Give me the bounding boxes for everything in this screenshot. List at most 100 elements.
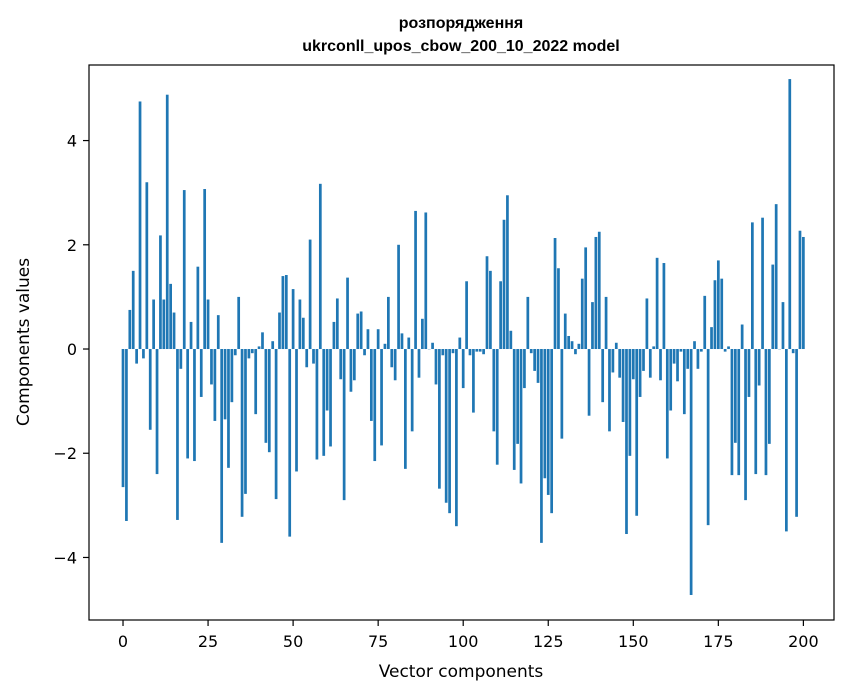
bar-31 [227, 349, 230, 468]
bar-99 [458, 337, 462, 350]
bar-42 [264, 349, 268, 443]
bar-129 [560, 349, 564, 439]
x-tick-label: 25 [198, 632, 218, 651]
chart-title-line2: ukrconll_upos_cbow_200_10_2022 model [302, 38, 619, 55]
bar-194 [781, 302, 785, 350]
bar-197 [791, 349, 795, 354]
bar-30 [223, 349, 227, 420]
bar-192 [774, 204, 778, 350]
bar-195 [785, 349, 788, 532]
bar-76 [380, 349, 383, 446]
bar-159 [662, 263, 666, 350]
bar-7 [145, 182, 149, 350]
bar-75 [376, 329, 380, 350]
bar-187 [757, 349, 761, 386]
bar-119 [526, 296, 530, 350]
bar-68 [352, 349, 356, 381]
bar-136 [584, 247, 588, 350]
bar-180 [733, 349, 737, 443]
x-axis-ticks: 0 25 50 75 100 125 150 175 200 [118, 620, 819, 651]
bar-36 [244, 349, 247, 494]
x-tick-label: 175 [703, 632, 734, 651]
bar-172 [706, 349, 710, 526]
bar-157 [655, 257, 659, 350]
bar-121 [533, 349, 536, 371]
bar-58 [318, 183, 322, 350]
bar-173 [710, 327, 713, 350]
bar-26 [210, 349, 213, 385]
bar-126 [550, 349, 554, 514]
y-tick-label: 2 [67, 236, 77, 255]
bar-128 [557, 268, 560, 350]
bar-35 [240, 349, 244, 517]
bar-73 [369, 349, 373, 421]
bar-170 [699, 349, 703, 352]
bar-108 [489, 270, 492, 350]
bar-160 [665, 349, 669, 459]
bar-122 [536, 349, 540, 383]
bar-196 [788, 79, 792, 350]
bar-120 [529, 349, 533, 354]
bar-82 [400, 333, 404, 350]
bar-69 [356, 313, 360, 350]
bar-200 [802, 236, 805, 350]
bar-8 [148, 349, 152, 430]
bar-49 [288, 349, 292, 537]
bars-group [121, 79, 805, 595]
bar-88 [421, 318, 424, 350]
plot-frame [88, 64, 835, 621]
bar-28 [216, 315, 220, 350]
bar-53 [301, 317, 305, 350]
bar-92 [434, 349, 438, 385]
x-tick-label: 75 [368, 632, 388, 651]
bar-54 [305, 349, 309, 368]
bar-5 [138, 101, 142, 350]
bar-1 [125, 349, 128, 521]
bar-16 [176, 349, 179, 520]
bar-137 [587, 349, 591, 416]
x-tick-label: 0 [118, 632, 128, 651]
bar-86 [414, 210, 417, 350]
bar-38 [250, 349, 254, 354]
bar-102 [468, 349, 472, 356]
bar-12 [162, 299, 166, 350]
bar-176 [720, 278, 724, 350]
bar-139 [594, 236, 598, 350]
bar-186 [754, 349, 758, 475]
bar-153 [642, 349, 645, 371]
bar-80 [393, 349, 397, 381]
x-tick-label: 50 [283, 632, 303, 651]
bar-61 [329, 349, 332, 447]
bar-39 [254, 349, 258, 415]
bar-146 [618, 349, 622, 378]
bar-66 [346, 277, 349, 350]
bar-84 [407, 337, 411, 350]
bar-43 [267, 349, 271, 453]
bar-124 [543, 349, 547, 479]
bar-51 [295, 349, 298, 472]
bar-164 [679, 349, 683, 352]
bar-33 [233, 349, 237, 356]
bar-89 [424, 212, 428, 350]
bar-103 [472, 349, 475, 413]
bar-130 [563, 313, 567, 350]
bar-179 [730, 349, 734, 476]
bar-158 [659, 349, 662, 381]
bar-47 [281, 276, 285, 350]
bar-152 [638, 349, 642, 397]
bar-168 [693, 341, 696, 350]
bar-94 [441, 349, 445, 356]
bar-114 [509, 330, 513, 350]
bar-41 [261, 332, 264, 350]
bar-29 [220, 349, 224, 543]
bar-62 [332, 321, 336, 350]
bar-18 [182, 190, 186, 350]
bar-6 [142, 349, 145, 359]
bar-93 [438, 349, 441, 489]
bar-182 [740, 324, 744, 350]
bar-46 [278, 312, 281, 350]
bar-185 [751, 222, 754, 350]
bar-189 [764, 349, 768, 476]
bar-138 [591, 302, 594, 350]
